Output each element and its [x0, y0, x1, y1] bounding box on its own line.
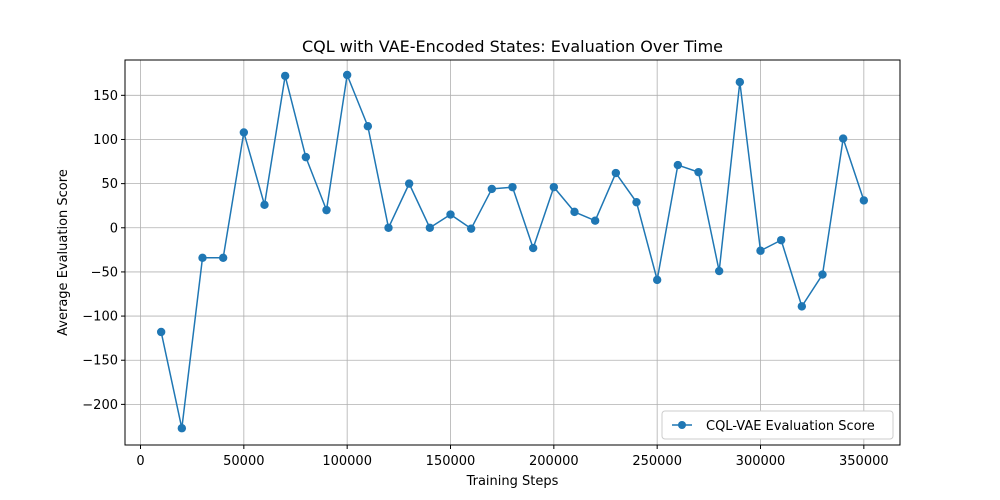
x-tick-label: 350000 — [839, 454, 889, 469]
legend-box — [661, 410, 894, 440]
data-point — [487, 184, 497, 194]
x-tick-label: 200000 — [529, 454, 579, 469]
data-point — [797, 302, 807, 311]
data-point — [528, 243, 538, 253]
x-tick-label: 150000 — [426, 454, 476, 469]
data-point — [466, 224, 476, 233]
data-point — [673, 160, 683, 170]
data-point — [714, 266, 724, 276]
data-point — [446, 210, 455, 219]
data-point — [694, 167, 703, 177]
legend-label: CQL-VAE Evaluation Score — [706, 419, 875, 434]
data-point — [818, 270, 827, 279]
data-point — [570, 207, 579, 217]
plot-frame — [124, 59, 901, 446]
series-layer — [156, 70, 869, 433]
y-tick-label: 50 — [101, 177, 118, 192]
data-point — [652, 275, 662, 285]
x-axis-title: Training Steps — [466, 474, 559, 489]
data-point — [838, 134, 848, 143]
data-point — [239, 128, 249, 137]
y-tick-label: −50 — [91, 265, 118, 280]
ticks: 0 50000 100000 150000 200000 250000 300000 3500… — [82, 89, 888, 469]
x-tick-label: 0 — [136, 454, 144, 469]
data-point — [280, 71, 290, 81]
x-tick-label: 250000 — [632, 454, 682, 469]
data-point — [404, 179, 414, 188]
data-point — [301, 152, 311, 162]
y-tick-label: 0 — [110, 221, 118, 236]
data-point — [756, 246, 765, 255]
data-point — [425, 223, 435, 232]
data-point — [549, 182, 559, 192]
y-tick-label: −100 — [82, 310, 118, 325]
data-point — [632, 197, 641, 207]
data-point — [322, 205, 331, 215]
y-axis-title: Average Evaluation Score — [56, 169, 71, 336]
y-tick-label: −200 — [82, 398, 118, 413]
data-point — [177, 424, 187, 433]
data-point — [859, 196, 869, 205]
y-tick-label: −150 — [82, 354, 118, 369]
x-tick-label: 50000 — [223, 454, 264, 469]
data-point — [342, 70, 352, 80]
data-point — [508, 182, 517, 192]
y-tick-label: 150 — [93, 89, 118, 104]
data-point — [735, 77, 745, 87]
data-point — [611, 168, 621, 178]
data-point — [218, 253, 228, 262]
data-point — [156, 327, 166, 337]
y-tick-label: 100 — [93, 133, 118, 148]
x-tick-label: 300000 — [736, 454, 786, 469]
data-point — [363, 122, 373, 131]
data-point — [776, 235, 786, 245]
legend: CQL-VAE Evaluation Score — [661, 410, 894, 440]
chart-title: CQL with VAE-Encoded States: Evaluation … — [302, 37, 723, 56]
legend-marker-swatch — [678, 421, 686, 429]
data-point — [198, 253, 207, 262]
data-point — [384, 223, 393, 232]
x-tick-label: 100000 — [322, 454, 372, 469]
data-point — [260, 200, 269, 210]
data-point — [590, 216, 600, 225]
